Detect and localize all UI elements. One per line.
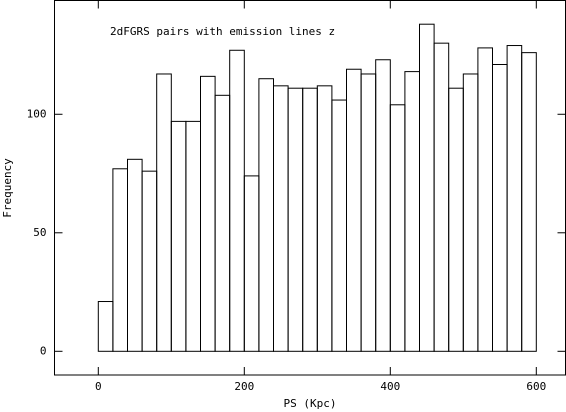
bar <box>375 59 391 352</box>
plot-frame <box>54 0 566 376</box>
bar <box>477 47 493 352</box>
bar <box>316 85 333 352</box>
bar <box>521 52 537 352</box>
bar <box>258 78 274 352</box>
bar <box>346 68 362 352</box>
bar <box>141 170 158 352</box>
bar <box>170 120 187 352</box>
bar <box>127 158 143 352</box>
bar <box>287 87 304 352</box>
y-tick-label: 50 <box>33 226 46 239</box>
bar <box>492 63 508 352</box>
bar <box>404 71 420 352</box>
bar <box>419 23 435 352</box>
bar <box>360 73 377 352</box>
bar <box>112 168 129 352</box>
bar <box>462 73 479 352</box>
y-tick-label: 0 <box>40 344 47 357</box>
bar <box>433 42 450 352</box>
x-tick-label: 0 <box>95 380 102 393</box>
bar <box>229 49 245 352</box>
x-tick-label: 600 <box>526 380 546 393</box>
bar <box>331 99 347 352</box>
chart-title: 2dFGRS pairs with emission lines z <box>110 25 335 38</box>
y-tick-label: 100 <box>27 107 47 120</box>
y-axis-label: Frequency <box>1 158 14 218</box>
bar <box>200 75 216 352</box>
bar <box>243 175 260 352</box>
x-tick-label: 200 <box>234 380 254 393</box>
bar <box>302 87 318 352</box>
bar <box>214 94 231 352</box>
bar <box>185 120 201 352</box>
bar <box>273 85 289 352</box>
bar <box>156 73 172 352</box>
bar <box>389 104 406 352</box>
x-axis-label: PS (Kpc) <box>284 397 337 410</box>
bar <box>506 45 523 352</box>
x-tick-label: 400 <box>380 380 400 393</box>
bar <box>97 301 114 352</box>
bar <box>448 87 464 352</box>
